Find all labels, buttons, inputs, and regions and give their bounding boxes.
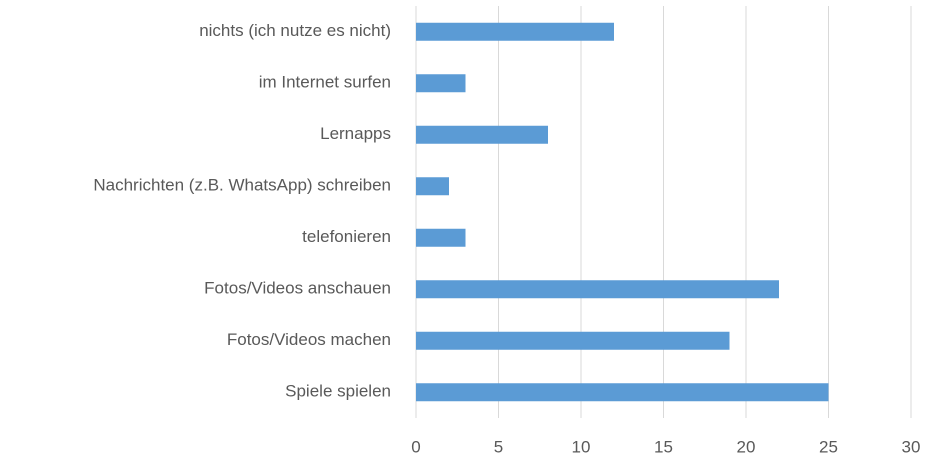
x-tick-label: 25: [819, 437, 838, 456]
y-tick-label: Fotos/Videos anschauen: [204, 279, 391, 298]
y-tick-label: im Internet surfen: [259, 73, 391, 92]
y-tick-label: Spiele spielen: [285, 382, 391, 401]
bar: [416, 22, 614, 41]
bar: [416, 74, 466, 93]
x-tick-label: 5: [494, 437, 503, 456]
y-tick-label: telefonieren: [302, 227, 391, 246]
x-tick-label: 30: [902, 437, 921, 456]
bar: [416, 125, 548, 144]
y-tick-label: Nachrichten (z.B. WhatsApp) schreiben: [93, 176, 391, 195]
y-tick-label: Lernapps: [320, 124, 391, 143]
y-tick-label: nichts (ich nutze es nicht): [199, 21, 391, 40]
bar: [416, 177, 449, 196]
bar: [416, 228, 466, 247]
x-tick-label: 0: [411, 437, 420, 456]
bar: [416, 331, 730, 350]
x-tick-label: 10: [572, 437, 591, 456]
bar: [416, 383, 829, 402]
y-tick-label: Fotos/Videos machen: [227, 330, 391, 349]
bar: [416, 280, 779, 299]
x-tick-label: 15: [654, 437, 673, 456]
x-tick-label: 20: [737, 437, 756, 456]
